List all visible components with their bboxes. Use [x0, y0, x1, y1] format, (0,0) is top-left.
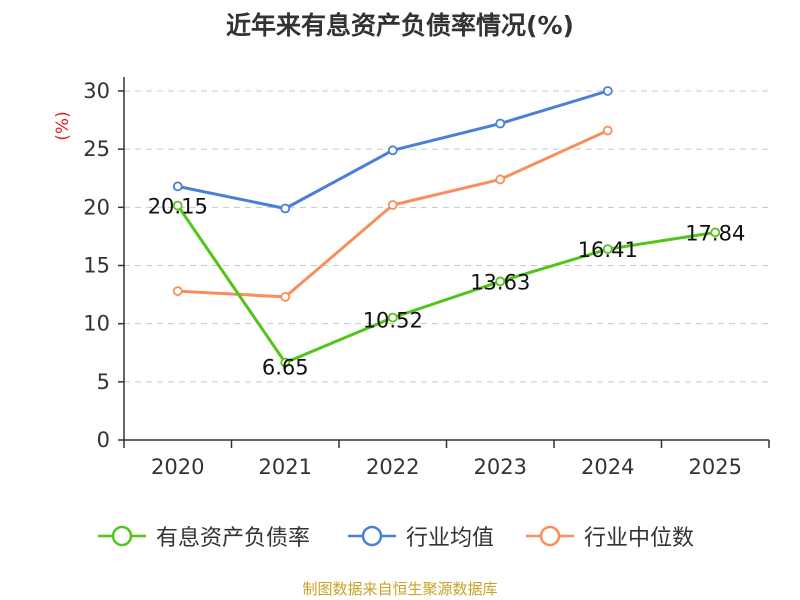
data-labels: 20.15 6.65 10.52 13.63 16.41 17.84 — [148, 195, 746, 380]
series-line-interest-debt-ratio — [176, 204, 716, 365]
legend-item-industry-average[interactable]: 行业均值 — [346, 520, 494, 552]
legend-label: 行业均值 — [406, 526, 495, 551]
chart-title: 近年来有息资产负债率情况(%) — [226, 11, 574, 40]
series-line-industry-median — [177, 129, 609, 299]
data-label: 10.52 — [363, 309, 423, 333]
x-tick-label: 2025 — [689, 455, 742, 479]
y-tick-label: 30 — [83, 79, 110, 103]
x-tick-label: 2021 — [259, 455, 312, 479]
source-note: 制图数据来自恒生聚源数据库 — [302, 580, 498, 598]
point-interest-debt-ratio — [280, 357, 291, 368]
data-label: 13.63 — [470, 270, 530, 294]
point-industry-average — [495, 118, 506, 129]
point-industry-average — [387, 145, 398, 156]
point-interest-debt-ratio — [172, 200, 183, 211]
legend-item-industry-median[interactable]: 行业中位数 — [524, 520, 694, 552]
y-tick-label: 0 — [97, 428, 110, 452]
y-tick-label: 20 — [83, 195, 110, 219]
point-interest-debt-ratio — [387, 312, 398, 323]
point-industry-median — [172, 286, 183, 296]
point-industry-average — [602, 86, 613, 96]
point-industry-median — [495, 174, 506, 185]
point-interest-debt-ratio — [710, 227, 721, 238]
y-tick-label: 10 — [83, 312, 110, 336]
data-label: 6.65 — [262, 356, 309, 380]
point-industry-median — [280, 292, 291, 302]
point-industry-median — [387, 200, 398, 210]
data-label: 17.84 — [685, 221, 745, 245]
point-interest-debt-ratio — [495, 276, 506, 287]
y-tick-label: 5 — [97, 370, 110, 394]
y-axis-unit-label: (%) — [53, 111, 73, 140]
y-tick-label: 15 — [83, 254, 110, 278]
legend-line-symbol-blue — [348, 525, 396, 547]
legend-item-interest-debt-ratio[interactable]: 有息资产负债率 — [96, 520, 310, 552]
x-tick-label: 2020 — [151, 455, 204, 479]
data-label: 16.41 — [578, 238, 638, 262]
point-industry-average — [172, 181, 183, 192]
series — [172, 86, 721, 368]
x-tick-label: 2023 — [474, 455, 527, 479]
legend-label: 有息资产负债率 — [156, 526, 311, 551]
point-industry-average — [280, 203, 291, 214]
point-industry-median — [602, 125, 613, 136]
y-tick-label: 25 — [83, 137, 110, 161]
legend-line-symbol-orange — [526, 525, 574, 547]
point-interest-debt-ratio — [602, 244, 613, 254]
x-tick-label: 2022 — [366, 455, 419, 479]
x-tick-label: 2024 — [581, 455, 634, 479]
legend-label: 行业中位数 — [584, 526, 695, 551]
data-label: 20.15 — [148, 195, 208, 219]
legend-line-symbol-green — [98, 525, 146, 547]
grid-lines — [124, 90, 769, 383]
